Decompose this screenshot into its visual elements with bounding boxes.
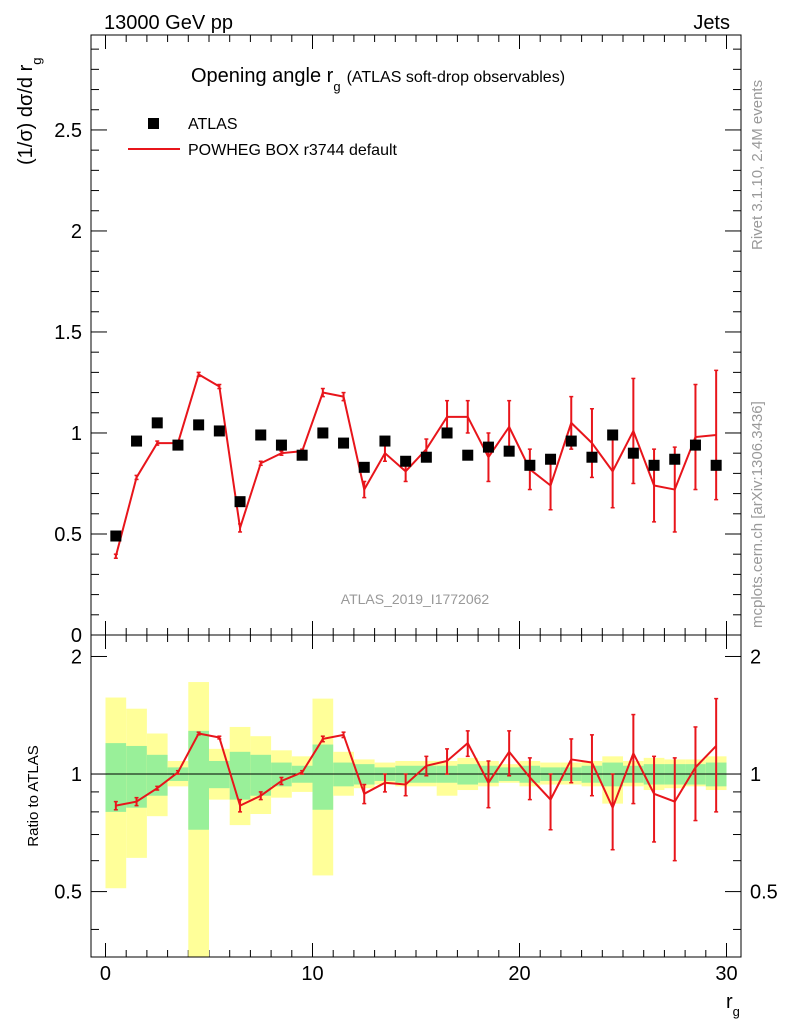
title-rest: (ATLAS soft-drop observables) (347, 69, 565, 86)
mcplots-label: mcplots.cern.ch [arXiv:1306.3436] (749, 401, 766, 628)
data-point (503, 445, 515, 457)
ratio-band-inner (229, 751, 251, 800)
data-point (255, 429, 267, 441)
data-point (420, 451, 432, 463)
data-point (462, 449, 474, 461)
analysis-label: ATLAS_2019_I1772062 (341, 591, 490, 607)
data-point (379, 435, 391, 447)
rivet-version-label: Rivet 3.1.10, 2.4M events (749, 80, 766, 250)
legend-marker-atlas (148, 118, 159, 129)
ratio-y-tick-label-right: 2 (750, 646, 761, 668)
data-point (565, 435, 577, 447)
plot-title: Opening angle rg (ATLAS soft-drop observa… (191, 65, 565, 94)
data-point (627, 447, 639, 459)
main-y-tick-label: 1 (71, 423, 82, 445)
ratio-band-inner (208, 760, 230, 789)
x-axis-label: rg (726, 991, 740, 1019)
main-y-tick-label: 1.5 (54, 322, 82, 344)
energy-label: 13000 GeV pp (104, 12, 233, 34)
ylabel-sub: g (29, 58, 44, 65)
x-tick-label: 30 (715, 963, 737, 985)
ratio-y-axis-label: Ratio to ATLAS (25, 745, 42, 846)
ratio-y-tick-label: 2 (71, 646, 82, 668)
ratio-frame (90, 634, 742, 958)
data-point (151, 417, 163, 429)
data-point (400, 455, 412, 467)
main-y-axis-label: (1/σ) dσ/d rg (15, 58, 44, 166)
main-plot-area: 0 0.5 1 1.5 2 2.5 (54, 34, 742, 957)
data-point (441, 427, 453, 439)
data-point (710, 459, 722, 471)
data-point (669, 453, 681, 465)
data-point (524, 459, 536, 471)
data-point (193, 419, 205, 431)
data-point (213, 425, 225, 437)
main-y-tick-label: 2 (71, 221, 82, 243)
mc-line (114, 372, 717, 557)
ratio-band-inner (188, 730, 209, 830)
ratio-band-inner (146, 754, 168, 796)
ratio-band-inner (312, 744, 334, 810)
ratio-y-tick-label: 0.5 (54, 882, 82, 904)
ratio-band-inner (250, 754, 272, 796)
data-point (275, 439, 287, 451)
main-y-tick-label: 0.5 (54, 524, 82, 546)
data-point (482, 441, 494, 453)
data-point (689, 439, 701, 451)
data-point (586, 451, 598, 463)
x-tick-label: 10 (301, 963, 323, 985)
x-tick-label: 0 (100, 963, 111, 985)
xlabel-sub: g (733, 1004, 740, 1019)
data-point (338, 437, 350, 449)
ratio-y-tick-label: 1 (71, 764, 82, 786)
data-point (234, 496, 246, 508)
data-point (358, 461, 370, 473)
data-point (172, 439, 184, 451)
data-point (545, 453, 557, 465)
main-y-tick-label: 2.5 (54, 120, 82, 142)
legend-label-atlas: ATLAS (188, 116, 238, 133)
category-label: Jets (693, 12, 730, 34)
data-point (110, 530, 122, 542)
data-point (131, 435, 143, 447)
title-sub: g (333, 79, 340, 94)
data-point (648, 459, 660, 471)
ratio-plot-area: 0 10 20 30 0.5 0.5 1 1 2 2 (54, 634, 778, 985)
main-y-tick-label: 0 (71, 625, 82, 647)
xlabel-main: r (726, 991, 733, 1013)
data-point (296, 449, 308, 461)
ratio-band-inner (105, 743, 127, 812)
ratio-mc-line (115, 732, 717, 811)
legend-label-powheg: POWHEG BOX r3744 default (188, 142, 398, 159)
data-point (317, 427, 329, 439)
x-tick-label: 20 (508, 963, 530, 985)
ratio-y-tick-label-right: 1 (750, 764, 761, 786)
title-main: Opening angle r (191, 65, 334, 87)
data-point (607, 429, 619, 441)
ratio-y-tick-label-right: 0.5 (750, 882, 778, 904)
ylabel-main: (1/σ) dσ/d r (15, 64, 37, 165)
ratio-band-inner (126, 745, 147, 808)
